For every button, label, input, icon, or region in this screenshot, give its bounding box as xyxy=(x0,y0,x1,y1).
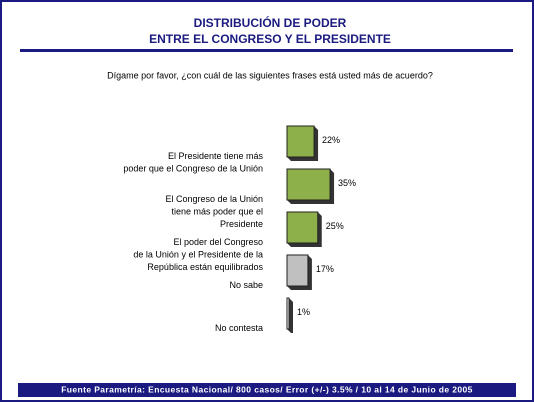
category-label: El poder del Congreso xyxy=(173,237,263,247)
category-label: República están equilibrados xyxy=(147,262,263,272)
bar xyxy=(286,211,319,244)
category-label: tiene más poder que el xyxy=(171,206,263,216)
category-label: de la Unión y el Presidente de la xyxy=(133,249,263,259)
source: Fuente Parametría: Encuesta Nacional/ 80… xyxy=(61,384,473,394)
category-label: El Congreso de la Unión xyxy=(165,194,263,204)
bar xyxy=(286,297,290,330)
subtitle: Dígame por favor, ¿con cuál de las sigui… xyxy=(107,70,433,80)
chart-title: ENTRE EL CONGRESO Y EL PRESIDENTE xyxy=(149,32,391,46)
category-label: Presidente xyxy=(220,219,263,229)
footer-band xyxy=(18,383,516,397)
title-rule xyxy=(20,49,513,52)
bar xyxy=(286,254,309,287)
bar xyxy=(286,125,315,158)
category-label: El Presidente tiene más xyxy=(168,151,264,161)
value-label: 35% xyxy=(338,178,356,188)
bar xyxy=(286,168,331,201)
chart-title: DISTRIBUCIÓN DE PODER xyxy=(194,15,347,30)
value-label: 1% xyxy=(297,307,310,317)
category-label: No sabe xyxy=(229,280,263,290)
value-label: 17% xyxy=(316,264,334,274)
category-label: No contesta xyxy=(215,323,263,333)
value-label: 25% xyxy=(326,221,344,231)
category-label: poder que el Congreso de la Unión xyxy=(123,163,263,173)
value-label: 22% xyxy=(322,135,340,145)
